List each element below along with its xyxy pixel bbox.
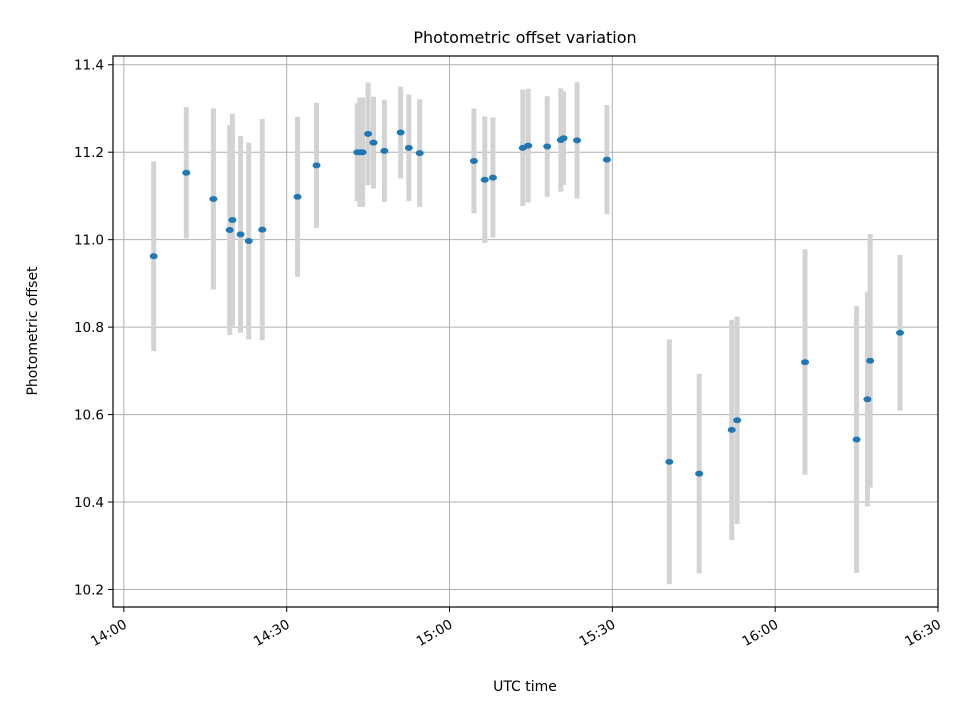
y-axis-ticks: 10.2 10.4 10.6 10.8 11.0 11.2 11.4: [74, 58, 113, 599]
chart-title: Photometric offset variation: [413, 28, 636, 47]
data-point: [727, 426, 736, 433]
y-tick-label: 11.4: [74, 58, 104, 74]
data-point: [524, 142, 533, 149]
data-point: [480, 176, 489, 183]
data-point: [896, 329, 905, 336]
data-point: [380, 147, 389, 154]
data-point: [182, 169, 191, 176]
y-axis-label: Photometric offset: [25, 266, 41, 396]
data-point: [665, 458, 674, 465]
data-point: [228, 216, 237, 223]
data-point: [236, 231, 245, 238]
data-point: [543, 143, 552, 150]
data-point: [488, 174, 497, 181]
data-point: [733, 417, 742, 424]
data-point: [209, 195, 218, 202]
data-point: [801, 359, 810, 366]
data-point: [863, 396, 872, 403]
data-point: [396, 129, 405, 136]
y-tick-label: 10.8: [74, 320, 104, 336]
data-point: [225, 227, 234, 234]
data-point: [312, 162, 321, 169]
data-point: [364, 130, 373, 137]
data-point: [369, 139, 378, 146]
data-point: [695, 470, 704, 477]
data-point: [358, 149, 367, 156]
data-point: [404, 144, 413, 151]
data-point: [852, 436, 861, 443]
y-tick-label: 11.2: [74, 145, 104, 161]
data-point: [469, 157, 478, 164]
data-point: [293, 193, 302, 200]
data-point: [866, 357, 875, 364]
data-point: [573, 137, 582, 144]
data-point: [244, 237, 253, 244]
y-tick-label: 10.4: [74, 495, 104, 511]
data-point: [149, 253, 158, 260]
y-tick-label: 10.2: [74, 583, 104, 599]
y-tick-label: 11.0: [74, 233, 104, 249]
data-point: [415, 150, 424, 157]
data-point: [602, 156, 611, 163]
plot-frame: [112, 55, 939, 608]
data-point: [258, 226, 267, 233]
x-axis-label: UTC time: [493, 679, 557, 695]
y-tick-label: 10.6: [74, 408, 104, 424]
data-points: [149, 129, 905, 477]
data-point: [559, 135, 568, 142]
